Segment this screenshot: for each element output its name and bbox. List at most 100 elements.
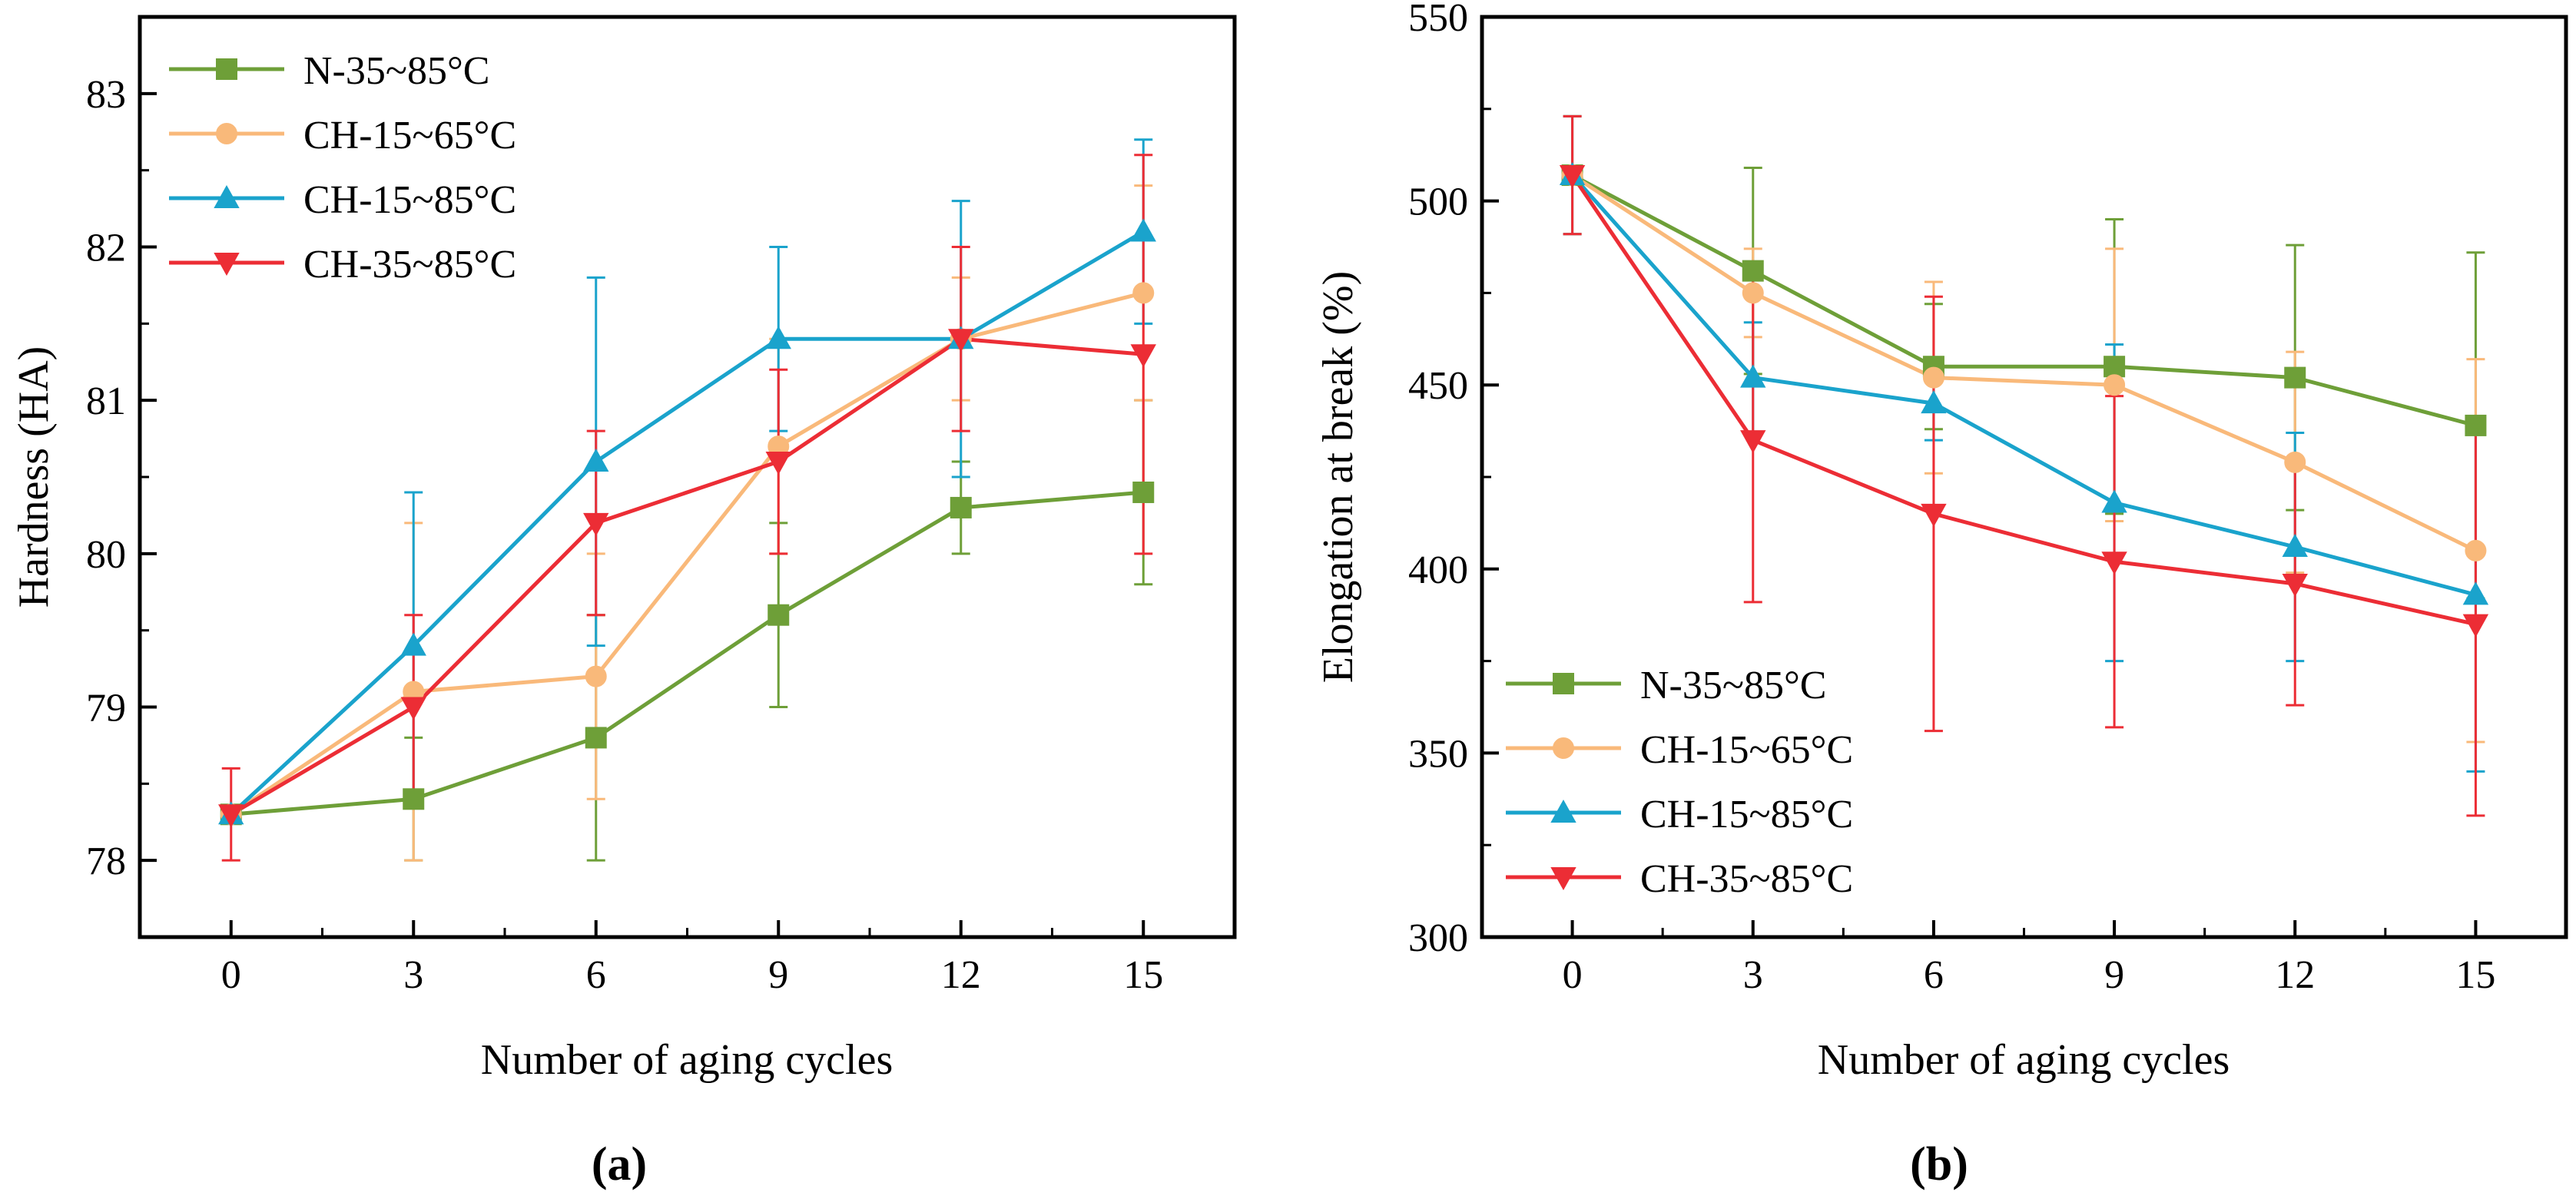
legend-label: CH-15~85°C: [1640, 793, 1853, 836]
x-tick-label: 9: [768, 953, 788, 997]
data-point: [1922, 366, 1944, 389]
series-line-4: [230, 336, 1144, 816]
legend-label: N-35~85°C: [303, 49, 489, 93]
data-point: [2101, 489, 2127, 513]
y-tick-label: 80: [86, 533, 126, 577]
y-tick-label: 350: [1408, 732, 1468, 776]
series-line-1: [1571, 173, 2477, 428]
data-point: [2462, 614, 2489, 638]
data-point: [948, 329, 974, 353]
y-tick-label: 78: [86, 840, 126, 883]
legend-label: CH-35~85°C: [303, 243, 516, 287]
data-point: [583, 512, 609, 536]
series-lines: [1570, 173, 2477, 627]
series-line-4: [1570, 174, 2476, 627]
y-tick-label: 82: [86, 227, 126, 270]
data-point: [1921, 503, 1947, 527]
series-lines: [230, 230, 1145, 816]
x-tick-label: 12: [941, 953, 981, 997]
panel-caption: (a): [592, 1138, 647, 1191]
data-point: [585, 665, 607, 687]
data-point: [950, 496, 972, 518]
x-tick-label: 3: [403, 953, 423, 997]
series-line-2: [1571, 173, 2477, 553]
y-axis-title: Elongation at break (%): [1315, 271, 1362, 683]
x-axis: 0 3 6 9 12 15: [221, 920, 1163, 997]
y-axis-title: Hardness (HA): [10, 346, 58, 608]
x-tick-label: 6: [586, 953, 606, 997]
data-point: [2104, 374, 2126, 396]
data-point: [583, 448, 609, 472]
legend-swatch-marker: [1553, 673, 1574, 694]
legend: N-35~85°C CH-15~65°C CH-15~85°C CH-35~85°C: [1506, 664, 1853, 901]
data-point: [765, 452, 791, 475]
data-point: [585, 727, 607, 749]
legend-swatch-marker: [1550, 799, 1576, 823]
data-point: [2282, 533, 2308, 558]
legend: N-35~85°C CH-15~65°C CH-15~85°C CH-35~85°C: [169, 49, 516, 287]
data-point: [2282, 573, 2308, 598]
data-point: [1740, 364, 1766, 388]
data-point: [2462, 581, 2489, 605]
y-tick-label: 300: [1408, 916, 1468, 960]
x-axis: 0 3 6 9 12 15: [1563, 920, 2495, 997]
y-tick-label: 81: [86, 379, 126, 423]
data-point: [767, 604, 790, 626]
legend-label: CH-15~65°C: [1640, 728, 1853, 772]
data-point: [1921, 390, 1947, 414]
data-point: [1132, 481, 1155, 503]
series-markers: [218, 218, 1156, 828]
series-line-3: [1570, 174, 2477, 597]
y-tick-label: 83: [86, 73, 126, 117]
data-point: [1132, 282, 1155, 304]
x-tick-label: 12: [2275, 953, 2315, 997]
panel-caption: (b): [1910, 1138, 1968, 1191]
x-axis-title: Number of aging cycles: [481, 1036, 893, 1084]
x-tick-label: 15: [2455, 953, 2495, 997]
chart-panel-b: 300 350 400 450 500 550 0 3 6 9 12 15 N-35~85°C CH-…: [1315, 0, 2568, 1191]
x-tick-label: 15: [1123, 953, 1163, 997]
legend-swatch-marker: [1553, 737, 1574, 759]
series-line-2: [230, 290, 1144, 816]
data-point: [2101, 551, 2127, 575]
series-markers: [1559, 161, 2489, 638]
x-tick-label: 3: [1743, 953, 1763, 997]
legend-swatch-marker: [214, 184, 240, 208]
y-tick-label: 400: [1408, 548, 1468, 592]
legend-swatch-marker: [216, 123, 237, 144]
x-axis-title: Number of aging cycles: [1818, 1036, 2230, 1084]
data-point: [2284, 366, 2306, 389]
data-point: [2465, 539, 2487, 561]
data-point: [765, 326, 791, 349]
data-point: [400, 697, 426, 720]
data-point: [1742, 260, 1764, 282]
legend-label: N-35~85°C: [1640, 664, 1826, 707]
legend-swatch-marker: [216, 58, 237, 80]
x-tick-label: 9: [2104, 953, 2124, 997]
legend-swatch-marker: [214, 253, 240, 277]
y-axis: 300 350 400 450 500 550: [1408, 0, 1499, 960]
data-point: [1130, 218, 1156, 242]
legend-label: CH-15~65°C: [303, 114, 516, 157]
y-tick-label: 500: [1408, 181, 1468, 224]
x-tick-label: 0: [1563, 953, 1583, 997]
series-line-1: [230, 490, 1144, 816]
y-tick-label: 550: [1408, 0, 1468, 40]
y-tick-label: 79: [86, 687, 126, 730]
y-axis: 78 79 80 81 82 83: [86, 73, 157, 883]
data-point: [403, 788, 425, 810]
legend-label: CH-35~85°C: [1640, 857, 1853, 901]
data-point: [400, 632, 426, 656]
data-point: [1559, 165, 1586, 189]
data-point: [2284, 451, 2306, 473]
x-tick-label: 6: [1924, 953, 1944, 997]
data-point: [1742, 282, 1764, 304]
data-point: [1740, 430, 1766, 454]
data-point: [2465, 414, 2487, 436]
series-line-3: [230, 230, 1145, 816]
legend-swatch-marker: [1550, 867, 1576, 891]
data-point: [218, 804, 244, 828]
y-tick-label: 450: [1408, 364, 1468, 408]
x-tick-label: 0: [221, 953, 241, 997]
